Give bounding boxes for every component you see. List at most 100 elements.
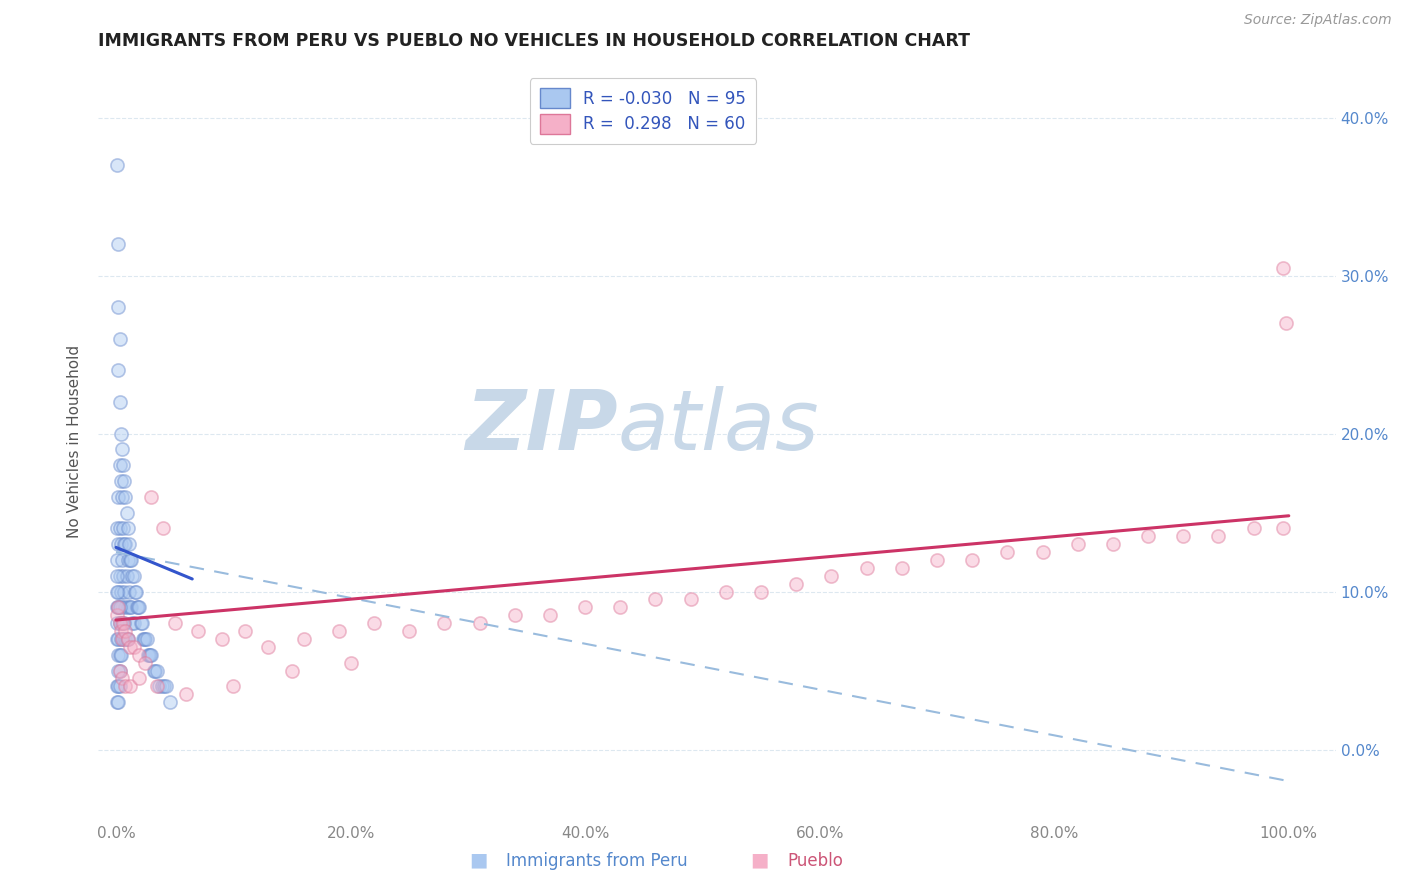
Point [107,237,129,252]
Point [363,616,385,631]
Point [108,521,131,535]
Point [134,632,156,646]
Point [105,569,128,583]
Point [153,679,176,693]
Point [132,632,155,646]
Point [398,624,420,639]
Point [142,664,165,678]
Point [110,648,132,662]
Point [114,537,136,551]
Point [107,664,129,678]
Point [146,679,169,693]
Point [127,600,149,615]
Point [105,608,128,623]
Point [111,632,134,646]
Point [107,632,129,646]
Point [105,695,128,709]
Point [1102,537,1125,551]
Point [120,600,142,615]
Point [114,490,136,504]
Point [108,616,131,631]
Text: IMMIGRANTS FROM PERU VS PUEBLO NO VEHICLES IN HOUSEHOLD CORRELATION CHART: IMMIGRANTS FROM PERU VS PUEBLO NO VEHICL… [98,32,970,50]
Point [1275,316,1298,330]
Point [112,537,135,551]
Point [108,664,131,678]
Point [114,624,136,639]
Point [111,553,134,567]
Point [105,584,128,599]
Point [112,521,135,535]
Point [222,679,245,693]
Point [114,632,136,646]
Point [111,442,134,457]
Point [138,648,160,662]
Point [155,679,177,693]
Point [111,672,134,686]
Point [107,490,129,504]
Point [122,569,145,583]
Point [644,592,666,607]
Point [257,640,280,654]
Point [281,664,304,678]
Point [112,584,135,599]
Point [503,608,526,623]
Point [146,664,169,678]
Point [108,600,131,615]
Point [114,600,136,615]
Point [150,679,173,693]
Point [1208,529,1230,543]
Point [890,561,912,575]
Point [105,521,128,535]
Point [131,616,153,631]
Point [112,569,135,583]
Point [105,600,128,615]
Point [110,624,132,639]
Point [112,632,135,646]
Point [292,632,315,646]
Point [112,458,135,473]
Point [108,569,131,583]
Text: Immigrants from Peru: Immigrants from Peru [506,852,688,870]
Point [925,553,948,567]
Point [749,584,772,599]
Point [1066,537,1088,551]
Point [112,616,135,631]
Point [107,584,129,599]
Point [110,426,132,441]
Text: Pueblo: Pueblo [787,852,844,870]
Point [714,584,737,599]
Point [163,616,186,631]
Point [1173,529,1195,543]
Point [112,474,135,488]
Point [110,584,132,599]
Point [468,616,491,631]
Point [117,632,139,646]
Point [538,608,561,623]
Y-axis label: No Vehicles in Household: No Vehicles in Household [67,345,83,538]
Text: ■: ■ [749,851,769,870]
Text: ■: ■ [468,851,488,870]
Point [785,576,807,591]
Point [136,648,159,662]
Point [125,584,148,599]
Point [108,648,131,662]
Point [105,632,128,646]
Point [108,616,131,631]
Point [152,521,174,535]
Point [139,648,162,662]
Point [105,158,128,172]
Point [115,569,138,583]
Point [855,561,877,575]
Point [108,395,131,409]
Point [679,592,702,607]
Point [1137,529,1160,543]
Point [433,616,456,631]
Point [115,632,138,646]
Point [122,640,145,654]
Point [108,664,131,678]
Point [117,553,139,567]
Point [107,537,129,551]
Point [107,695,129,709]
Point [115,506,138,520]
Point [187,624,209,639]
